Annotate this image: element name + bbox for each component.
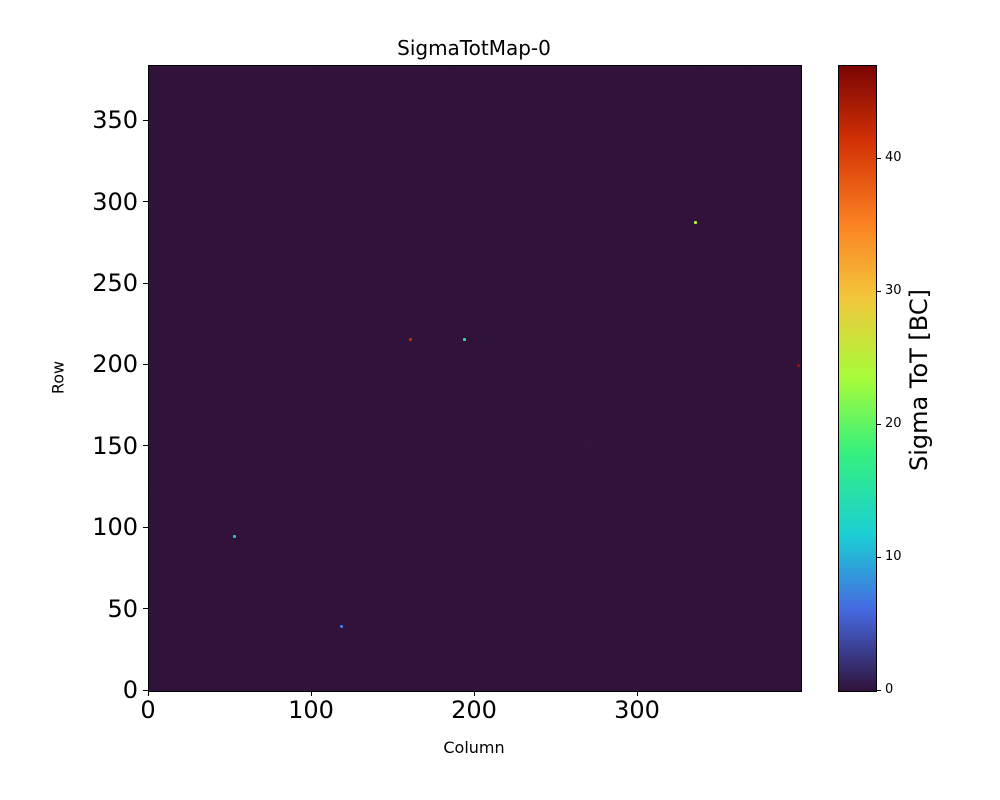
y-tick-mark xyxy=(143,608,148,610)
x-tick-label: 100 xyxy=(288,696,334,724)
x-tick-mark xyxy=(473,691,475,696)
y-tick-mark xyxy=(143,201,148,203)
data-point xyxy=(796,364,800,368)
heatmap-plot xyxy=(148,65,802,692)
data-point xyxy=(340,624,344,628)
x-tick-mark xyxy=(310,691,312,696)
chart-title: SigmaTotMap-0 xyxy=(397,36,551,60)
colorbar-tick-mark xyxy=(876,157,881,159)
x-tick-label: 200 xyxy=(451,696,497,724)
data-point xyxy=(694,221,698,225)
y-tick-mark xyxy=(143,526,148,528)
heatmap-background xyxy=(149,66,801,691)
data-point xyxy=(232,535,236,539)
colorbar-tick-mark xyxy=(876,423,881,425)
y-tick-label: 200 xyxy=(92,350,138,379)
y-tick-mark xyxy=(143,445,148,447)
y-tick-mark xyxy=(143,119,148,121)
colorbar-tick-label: 10 xyxy=(885,549,902,565)
x-tick-label: 300 xyxy=(614,696,660,724)
y-tick-mark xyxy=(143,363,148,365)
colorbar-tick-label: 20 xyxy=(885,416,902,432)
y-tick-label: 350 xyxy=(92,106,138,135)
y-tick-mark xyxy=(143,689,148,691)
data-point xyxy=(408,338,412,342)
y-tick-label: 150 xyxy=(92,431,138,460)
colorbar-tick-mark xyxy=(876,689,881,691)
colorbar-tick-mark xyxy=(876,556,881,558)
y-tick-label: 50 xyxy=(107,594,138,623)
y-tick-label: 0 xyxy=(122,676,138,704)
x-tick-mark xyxy=(147,691,149,696)
y-tick-label: 300 xyxy=(92,187,138,216)
x-axis-label: Column xyxy=(443,738,505,757)
x-tick-label: 0 xyxy=(140,696,156,724)
colorbar-tick-label: 40 xyxy=(885,150,902,166)
colorbar xyxy=(838,65,877,692)
data-point xyxy=(462,338,466,342)
colorbar-tick-label: 30 xyxy=(885,283,902,299)
colorbar-tick-label: 0 xyxy=(885,682,894,697)
colorbar-tick-mark xyxy=(876,290,881,292)
y-tick-label: 100 xyxy=(92,513,138,542)
y-tick-label: 250 xyxy=(92,269,138,298)
y-tick-mark xyxy=(143,282,148,284)
x-tick-mark xyxy=(636,691,638,696)
